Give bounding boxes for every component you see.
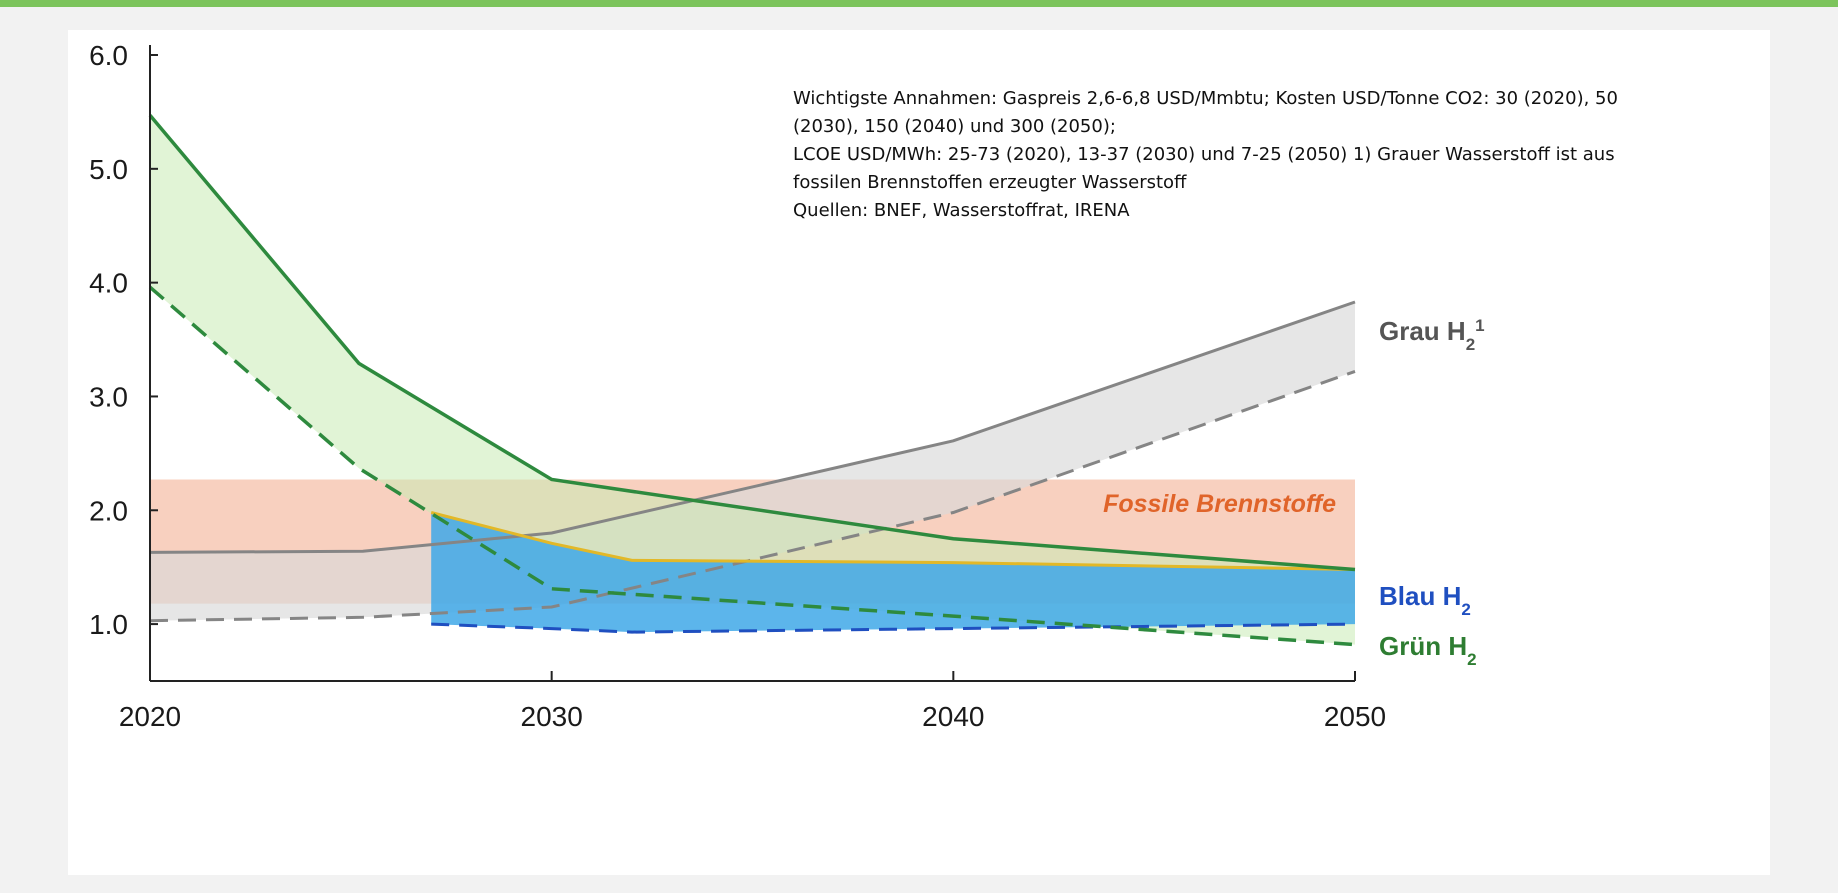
note-line: LCOE USD/MWh: 25-73 (2020), 13-37 (2030)… [793, 144, 1615, 165]
note-line: fossilen Brennstoffen erzeugter Wasserst… [793, 172, 1187, 193]
top-accent-bar [0, 0, 1838, 7]
grey-h2-label: Grau H21 [1379, 316, 1485, 354]
chart-panel: 1.0 2.0 3.0 4.0 5.0 6.0 2020 2030 2040 2050 Grau … [68, 30, 1770, 875]
x-tick-label: 2040 [922, 701, 984, 732]
grey-h2-upper-line [149, 300, 1356, 554]
blue-h2-band [431, 512, 1355, 633]
x-tick-label: 2020 [119, 701, 181, 732]
green-h2-upper-line [148, 114, 1356, 572]
note-line: Wichtigste Annahmen: Gaspreis 2,6-6,8 US… [793, 88, 1618, 109]
x-tick-label: 2030 [521, 701, 583, 732]
blue-h2-upper-line [430, 511, 1356, 571]
x-tick-label: 2050 [1324, 701, 1386, 732]
y-tick-label: 1.0 [89, 609, 128, 640]
y-tick-label: 5.0 [89, 154, 128, 185]
chart-svg: 1.0 2.0 3.0 4.0 5.0 6.0 2020 2030 2040 2050 Grau … [89, 40, 1485, 732]
green-h2-lower-line [148, 285, 1356, 647]
note-line: Quellen: BNEF, Wasserstoffrat, IRENA [793, 200, 1130, 221]
axes-layer: 1.0 2.0 3.0 4.0 5.0 6.0 2020 2030 2040 2050 [89, 40, 1386, 732]
green-h2-label: Grün H2 [1379, 631, 1477, 669]
bands-layer [150, 115, 1355, 645]
y-tick-label: 6.0 [89, 40, 128, 71]
y-tick-label: 2.0 [89, 495, 128, 526]
lines-layer [148, 114, 1356, 647]
grey-h2-lower-line [149, 369, 1356, 623]
labels-layer: Grau H21 Blau H2 Grün H2 Fossile Brennstoff… [1103, 316, 1485, 669]
note-line: (2030), 150 (2040) und 300 (2050); [793, 116, 1116, 137]
green-h2-band [150, 115, 1355, 645]
y-tick-label: 3.0 [89, 381, 128, 412]
blue-h2-label: Blau H2 [1379, 581, 1471, 619]
assumptions-note: Wichtigste Annahmen: Gaspreis 2,6-6,8 US… [793, 85, 1793, 225]
fossil-fuel-label: Fossile Brennstoffe [1103, 490, 1336, 518]
y-tick-label: 4.0 [89, 268, 128, 299]
